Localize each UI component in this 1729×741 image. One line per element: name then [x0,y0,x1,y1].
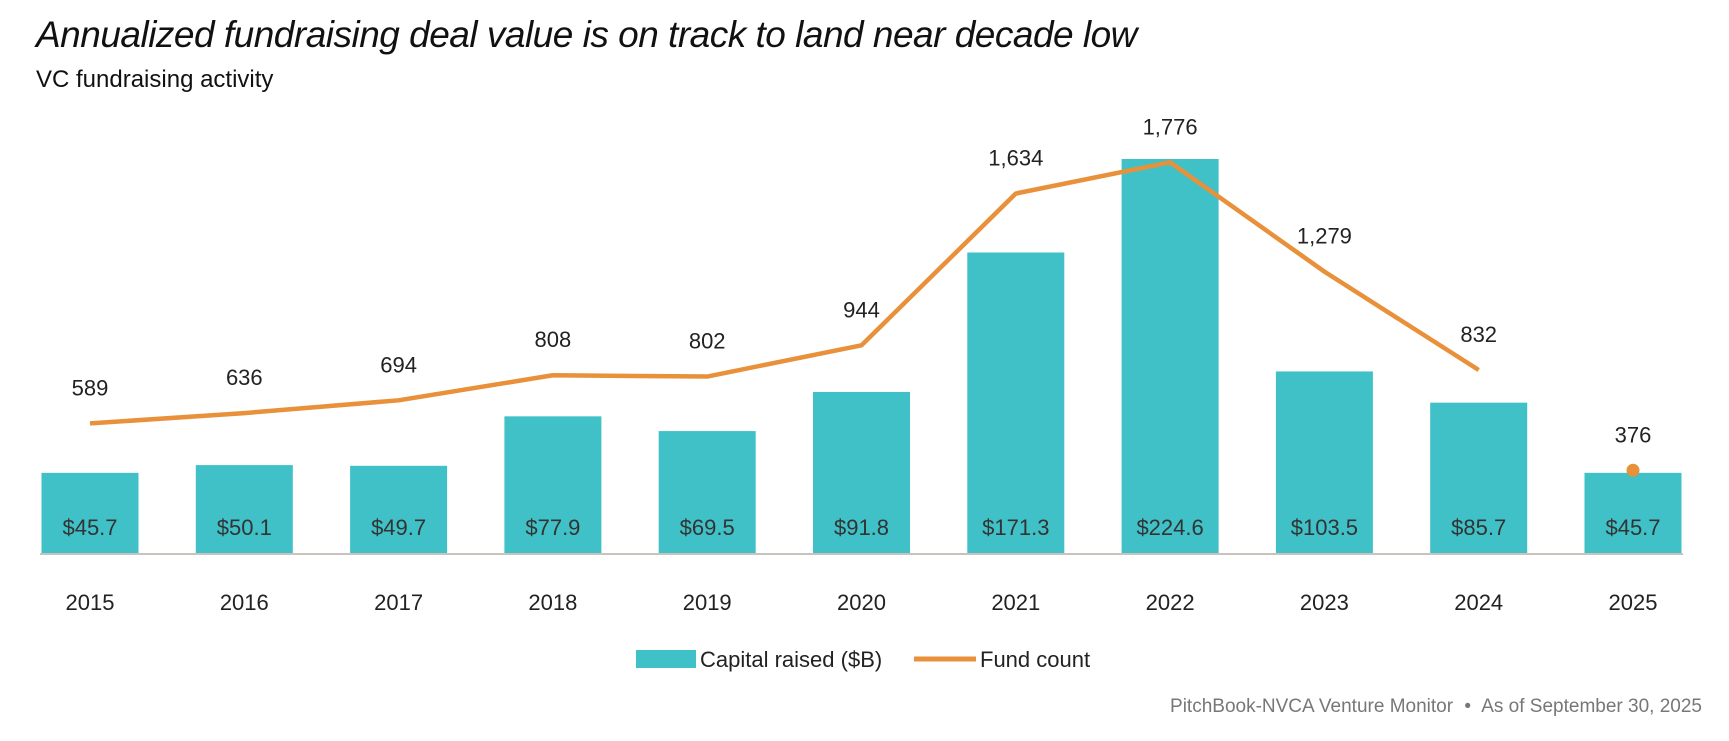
separator: • [1464,696,1471,717]
bar-2019 [658,431,756,553]
as-of-text: As of September 30, 2025 [1481,696,1702,717]
fund-count-label-2025: 376 [1615,422,1652,447]
fund-count-label-2016: 636 [226,365,263,390]
fund-count-line [89,160,1480,426]
legend-label-fund-count: Fund count [980,647,1090,672]
bar-label-2023: $103.5 [1291,515,1358,540]
bar-label-2016: $50.1 [217,515,272,540]
legend-label-capital: Capital raised ($B) [700,647,882,672]
bar-2023 [1275,371,1373,553]
bar-2017 [350,465,448,553]
x-tick-2025: 2025 [1609,590,1658,615]
chart-title: Annualized fundraising deal value is on … [36,14,1137,55]
bar-2021 [967,252,1065,554]
fund-count-label-2023: 1,279 [1297,224,1352,249]
fund-count-label-2021: 1,634 [988,146,1043,171]
chart-footer: PitchBook-NVCA Venture Monitor • As of S… [1170,696,1702,718]
fund-count-label-2020: 944 [843,297,880,322]
x-tick-2021: 2021 [991,590,1040,615]
fund-count-label-2024: 832 [1460,322,1497,347]
bar-2015 [41,472,139,553]
fund-count-label-2015: 589 [72,375,109,400]
x-tick-2017: 2017 [374,590,423,615]
fund-count-label-2019: 802 [689,329,726,354]
bar-2016 [195,465,293,553]
bar-label-2020: $91.8 [834,515,889,540]
bar-2020 [813,391,910,553]
bar-label-2025: $45.7 [1605,515,1660,540]
bar-label-2018: $77.9 [525,515,580,540]
bar-label-2017: $49.7 [371,515,426,540]
bar-2018 [504,416,602,553]
bar-2025 [1584,472,1682,553]
x-tick-2019: 2019 [683,590,732,615]
bar-2024 [1430,402,1528,553]
chart-subtitle: VC fundraising activity [36,66,274,93]
legend-swatch-capital [636,650,696,668]
fund-count-label-2017: 694 [380,352,417,377]
x-tick-2018: 2018 [528,590,577,615]
x-tick-2023: 2023 [1300,590,1349,615]
fund-count-label-2022: 1,776 [1143,114,1198,139]
x-tick-2015: 2015 [66,590,115,615]
x-tick-2022: 2022 [1146,590,1195,615]
bar-label-2019: $69.5 [680,515,735,540]
x-tick-2020: 2020 [837,590,886,615]
x-tick-2024: 2024 [1454,590,1503,615]
source-text: PitchBook-NVCA Venture Monitor [1170,696,1454,717]
bar-label-2015: $45.7 [62,515,117,540]
bar-2022 [1121,159,1219,553]
fund-count-label-2018: 808 [535,327,572,352]
x-tick-2016: 2016 [220,590,269,615]
bar-label-2021: $171.3 [982,515,1049,540]
bar-label-2024: $85.7 [1451,515,1506,540]
fund-count-point-2025 [1626,463,1640,477]
bar-label-2022: $224.6 [1136,515,1203,540]
